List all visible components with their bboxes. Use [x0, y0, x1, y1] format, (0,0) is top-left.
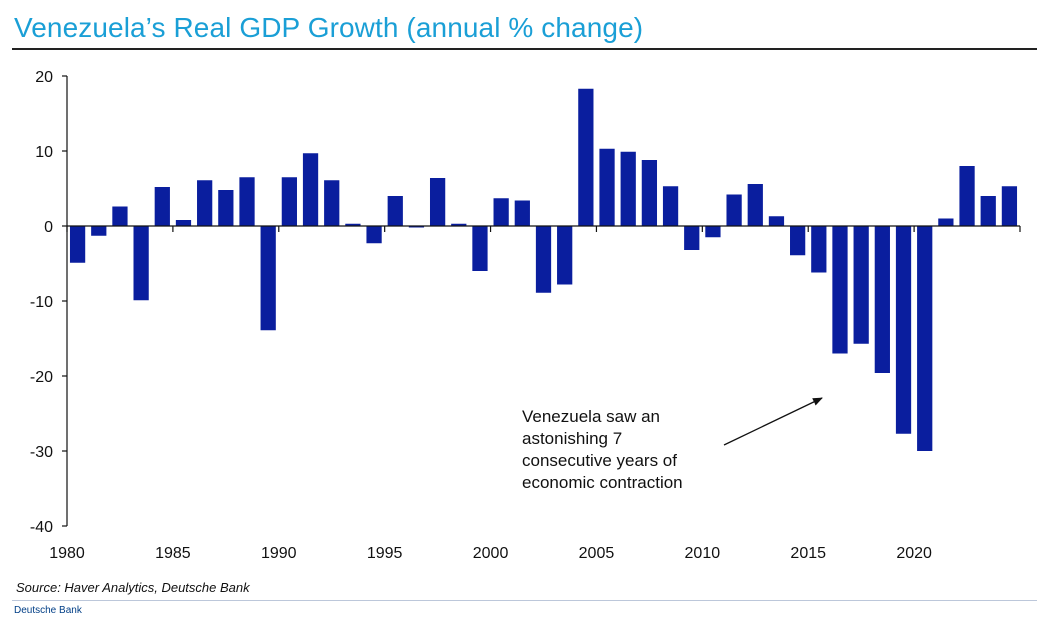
x-tick-label: 2015 — [790, 545, 826, 562]
annotation-line: consecutive years of — [522, 451, 677, 470]
bar-2024 — [1001, 186, 1018, 226]
x-tick-label: 2010 — [685, 545, 721, 562]
bar-1997 — [429, 178, 446, 226]
bar-2013 — [768, 216, 785, 226]
bars-group — [69, 88, 1018, 451]
bar-2010 — [705, 226, 721, 238]
bar-2019 — [895, 226, 912, 434]
title-divider — [12, 48, 1037, 50]
annotation-line: astonishing 7 — [522, 429, 622, 448]
bar-1996 — [408, 226, 425, 228]
source-note: Source: Haver Analytics, Deutsche Bank — [16, 580, 250, 595]
x-tick-label: 1980 — [49, 545, 85, 562]
bar-2004 — [578, 88, 594, 226]
footer-divider — [12, 600, 1037, 601]
y-tick-label: 0 — [44, 219, 53, 236]
bar-2005 — [599, 148, 615, 226]
bar-1980 — [69, 226, 86, 263]
bar-2006 — [620, 151, 636, 226]
bar-1989 — [260, 226, 276, 331]
x-tick-label: 2000 — [473, 545, 509, 562]
bar-2007 — [641, 160, 658, 226]
bar-2023 — [980, 196, 996, 226]
bar-1987 — [218, 190, 234, 226]
bar-1990 — [281, 177, 297, 226]
bar-2001 — [514, 200, 530, 226]
footer-brand: Deutsche Bank — [14, 605, 82, 616]
bar-2000 — [493, 198, 509, 226]
bar-2018 — [874, 226, 890, 373]
x-tick-label: 1990 — [261, 545, 297, 562]
bar-1984 — [154, 187, 170, 226]
bar-2012 — [747, 184, 763, 226]
y-tick-label: -10 — [30, 294, 53, 311]
bar-1992 — [324, 180, 340, 226]
x-tick-label: 1995 — [367, 545, 403, 562]
x-tick-label: 2005 — [579, 545, 615, 562]
bar-2011 — [726, 194, 742, 226]
bar-2008 — [662, 186, 679, 226]
y-tick-label: 10 — [35, 144, 53, 161]
bar-1982 — [112, 206, 128, 226]
bar-1999 — [472, 226, 488, 271]
annotation-group: Venezuela saw an astonishing 7 consecutive… — [522, 397, 823, 492]
bar-2002 — [535, 226, 552, 293]
bar-2015 — [811, 226, 827, 273]
bar-1998 — [451, 223, 467, 226]
bar-2022 — [959, 166, 975, 226]
y-tick-label: -20 — [30, 369, 53, 386]
annotation-arrow — [723, 397, 823, 446]
bar-2003 — [557, 226, 573, 285]
annotation-text: Venezuela saw an astonishing 7 consecutive… — [522, 407, 683, 492]
chart-title: Venezuela’s Real GDP Growth (annual % ch… — [14, 12, 644, 43]
annotation-line: Venezuela saw an — [522, 407, 660, 426]
bar-1991 — [302, 153, 319, 226]
y-tick-label: -30 — [30, 444, 53, 461]
annotation-line: economic contraction — [522, 473, 683, 492]
bar-1988 — [239, 177, 255, 226]
bar-1981 — [91, 226, 107, 236]
bar-2016 — [832, 226, 848, 354]
x-tick-label: 1985 — [155, 545, 191, 562]
y-tick-label: 20 — [35, 69, 53, 86]
bar-1995 — [387, 196, 403, 226]
bar-2009 — [684, 226, 700, 250]
bar-2021 — [938, 218, 954, 226]
bar-1983 — [133, 226, 149, 301]
bar-2014 — [790, 226, 806, 256]
bar-1985 — [175, 220, 192, 226]
bar-1993 — [345, 223, 361, 226]
bar-1994 — [366, 226, 382, 244]
x-tick-label: 2020 — [896, 545, 932, 562]
y-tick-label: -40 — [30, 519, 53, 536]
bar-2017 — [853, 226, 869, 344]
bar-1986 — [197, 180, 213, 226]
bar-2020 — [917, 226, 933, 451]
